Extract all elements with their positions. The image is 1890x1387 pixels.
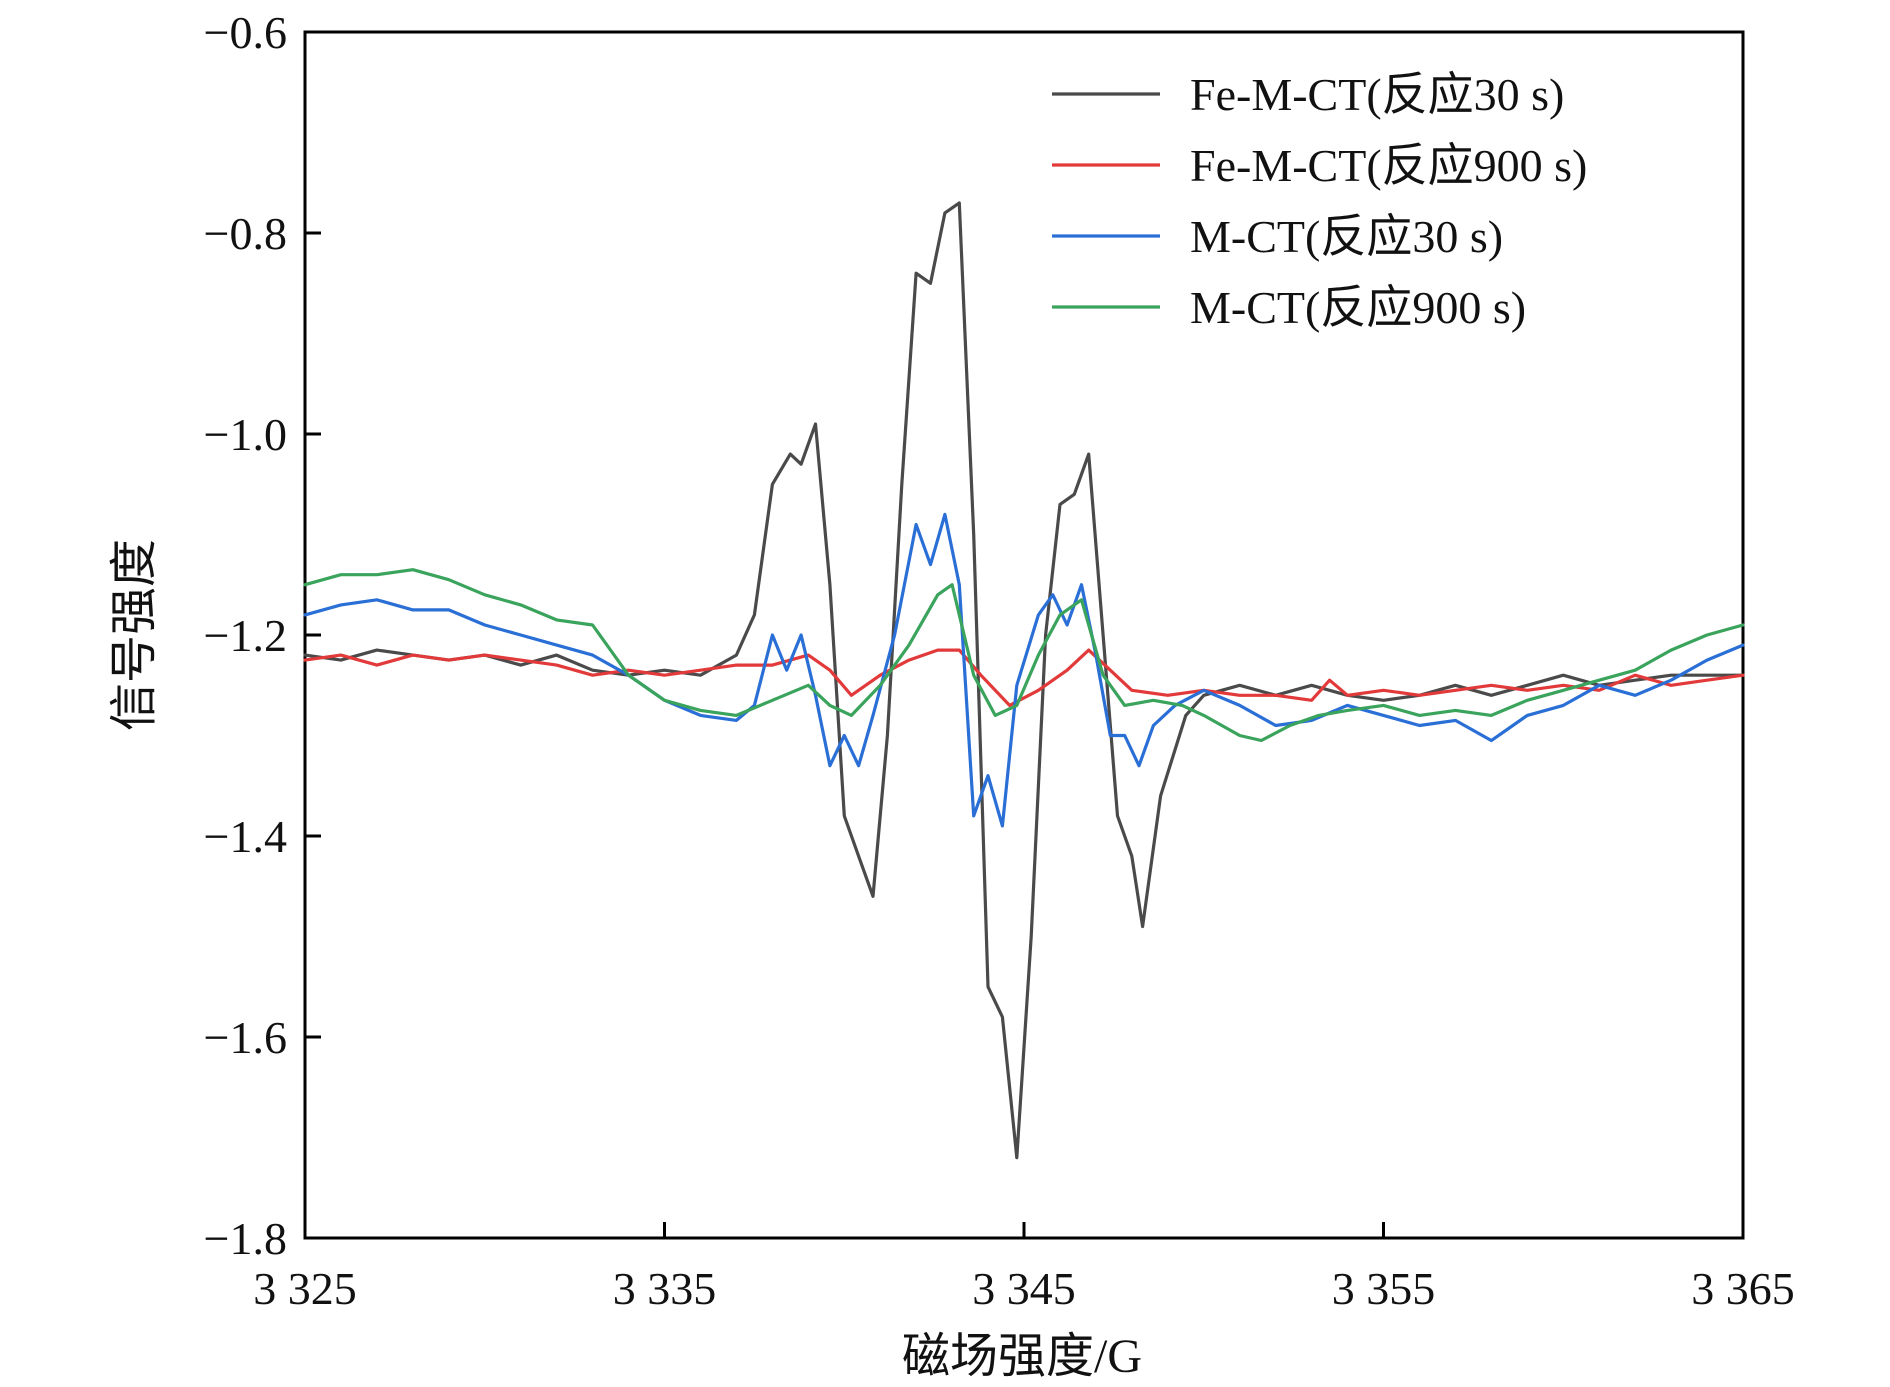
series-layer <box>303 201 1745 1160</box>
y-tick-label: −1.0 <box>204 409 287 460</box>
x-tick-label: 3 345 <box>972 1263 1076 1314</box>
series-line-4 <box>303 568 1745 743</box>
y-axis-title: 信号强度 <box>108 539 161 731</box>
x-tick-label: 3 355 <box>1332 1263 1436 1314</box>
y-tick-label: −0.6 <box>204 7 287 58</box>
legend-label-2: Fe-M-CT(反应900 s) <box>1190 140 1587 191</box>
x-axis-title: 磁场强度/G <box>902 1330 1142 1383</box>
x-axis-ticks: 3 325 3 335 3 345 3 355 3 365 <box>253 1222 1795 1314</box>
y-tick-label: −0.8 <box>204 208 287 259</box>
x-tick-label: 3 325 <box>253 1263 357 1314</box>
legend: Fe-M-CT(反应30 s) Fe-M-CT(反应900 s) M-CT(反应30… <box>1052 69 1587 333</box>
series-line-1 <box>303 201 1745 1160</box>
y-tick-label: −1.4 <box>204 811 287 862</box>
x-tick-label: 3 365 <box>1691 1263 1795 1314</box>
legend-label-1: Fe-M-CT(反应30 s) <box>1190 69 1564 120</box>
legend-label-4: M-CT(反应900 s) <box>1190 282 1526 333</box>
y-tick-label: −1.8 <box>204 1213 287 1264</box>
legend-label-3: M-CT(反应30 s) <box>1190 211 1503 262</box>
y-axis-ticks: −0.6 −0.8 −1.0 −1.2 −1.4 −1.6 −1.8 <box>204 7 321 1264</box>
y-tick-label: −1.2 <box>204 610 287 661</box>
series-line-3 <box>303 512 1745 828</box>
y-tick-label: −1.6 <box>204 1012 287 1063</box>
x-tick-label: 3 335 <box>613 1263 717 1314</box>
series-line-2 <box>303 648 1745 707</box>
